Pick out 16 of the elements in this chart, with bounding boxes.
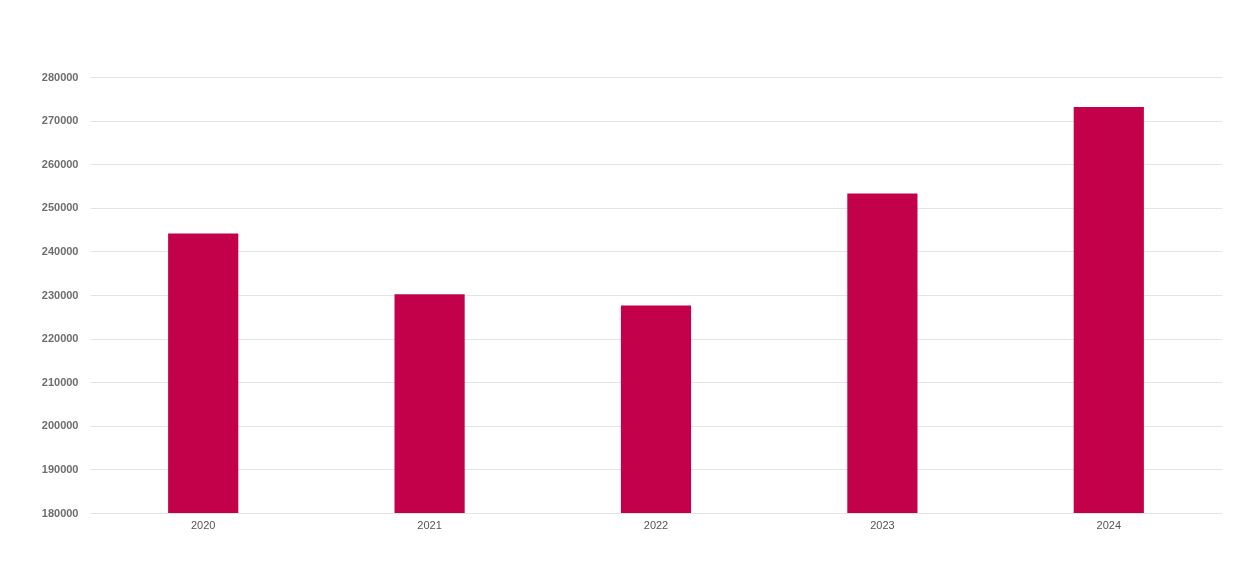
y-tick-label: 260000 (41, 157, 79, 170)
y-tick-label: 220000 (41, 332, 79, 345)
y-tick-label: 180000 (41, 506, 79, 519)
y-tick-label: 210000 (41, 375, 79, 388)
x-tick-label: 2022 (643, 518, 669, 531)
x-tick-label: 2021 (417, 518, 442, 531)
y-tick-label: 270000 (41, 114, 79, 127)
y-tick-label: 200000 (41, 419, 79, 432)
x-tick-label: 2024 (1096, 518, 1122, 531)
y-tick-label: 230000 (41, 288, 79, 301)
x-tick-label: 2020 (190, 518, 216, 531)
y-tick-label: 190000 (41, 462, 79, 475)
x-tick-label: 2023 (870, 518, 895, 531)
y-tick-label: 250000 (41, 201, 79, 214)
y-tick-label: 280000 (41, 70, 79, 83)
y-tick-label: 240000 (41, 244, 79, 257)
